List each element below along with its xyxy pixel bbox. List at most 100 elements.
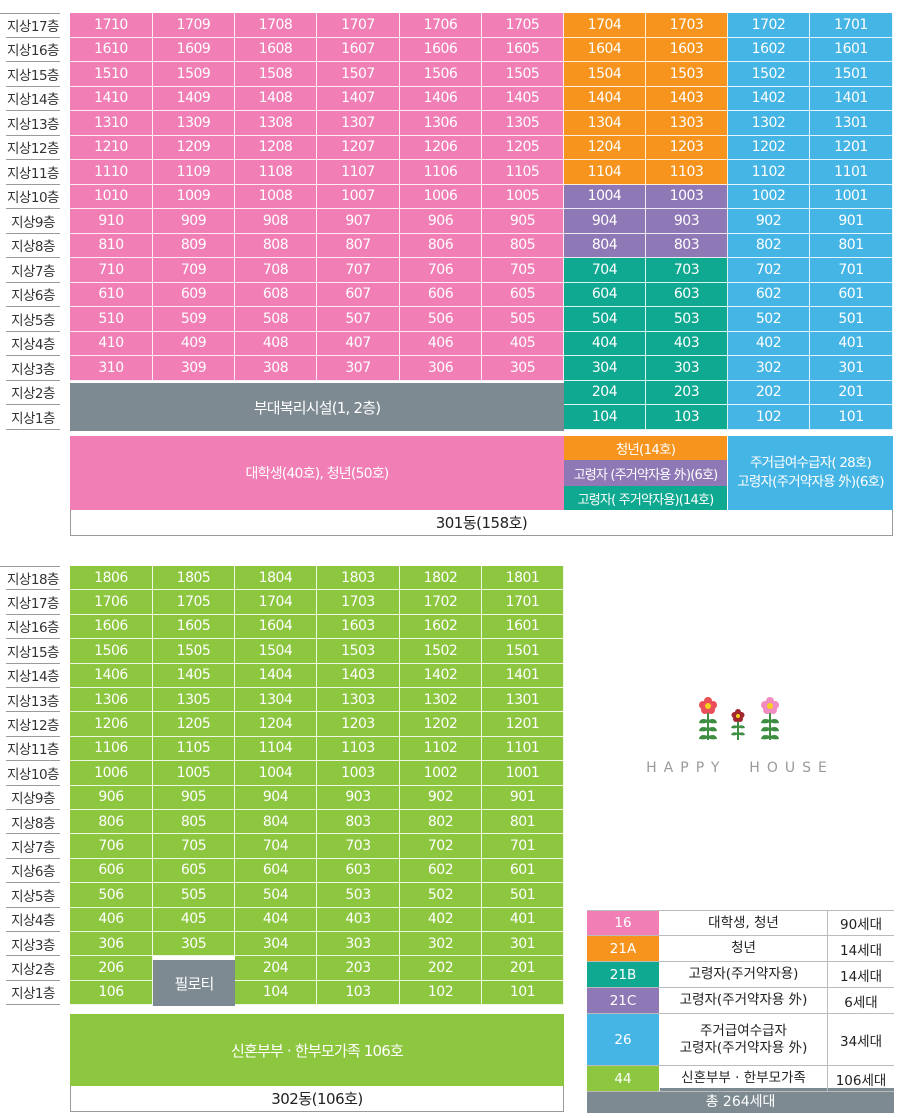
unit-cell: 1004 [235, 761, 317, 786]
unit-cell: 1107 [317, 160, 400, 185]
floor-label: 지상14층 [6, 87, 60, 111]
unit-cell: 1006 [70, 761, 153, 786]
unit-cell: 1705 [153, 590, 235, 615]
unit-cell: 501 [810, 307, 893, 332]
unit-cell: 1207 [317, 135, 400, 160]
unit-cell: 1405 [153, 663, 235, 688]
unit-cell: 1003 [646, 184, 728, 209]
floor-label: 지상4층 [6, 332, 60, 356]
unit-cell: 1102 [400, 736, 482, 762]
building-302-title-text: 302동(106호) [271, 1090, 363, 1108]
unit-cell: 101 [810, 405, 893, 430]
floor-label: 지상14층 [6, 664, 60, 688]
floor-label: 지상4층 [6, 908, 60, 932]
unit-cell: 710 [70, 258, 153, 283]
unit-cell: 1002 [400, 761, 482, 786]
unit-cell: 1703 [317, 590, 400, 615]
legend-count: 14세대 [839, 942, 883, 959]
legend-desc-line: 주거급여수급자 [700, 1022, 787, 1039]
unit-cell: 506 [400, 307, 482, 332]
legend-row: 21C 고령자(주거약자용 外) 6세대 [587, 988, 894, 1014]
unit-cell: 707 [317, 258, 400, 283]
unit-cell: 509 [153, 307, 235, 332]
unit-cell: 201 [810, 380, 893, 405]
piloti-label: 필로티 [174, 974, 214, 993]
unit-cell: 906 [70, 785, 153, 810]
unit-cell: 402 [728, 331, 810, 356]
unit-cell: 801 [482, 810, 564, 835]
floor-label: 지상6층 [6, 859, 60, 884]
unit-cell: 910 [70, 209, 153, 234]
unit-cell: 1503 [317, 639, 400, 664]
unit-cell: 1208 [235, 135, 317, 160]
unit-cell: 1603 [646, 37, 728, 62]
legend-desc: 청년 [660, 936, 828, 961]
unit-cell: 502 [728, 307, 810, 332]
unit-cell: 605 [482, 282, 564, 307]
unit-cell: 1109 [153, 160, 235, 185]
unit-cell: 1205 [482, 135, 564, 160]
unit-cell: 807 [317, 233, 400, 258]
unit-cell: 405 [153, 907, 235, 932]
unit-cell: 1401 [482, 663, 564, 688]
unit-cell: 602 [400, 858, 482, 884]
floor-label: 지상10층 [6, 761, 60, 786]
label-pink-text: 대학생(40호), 청년(50호) [245, 466, 390, 482]
unit-cell: 406 [70, 907, 153, 932]
unit-cell: 909 [153, 209, 235, 234]
unit-cell: 1607 [317, 37, 400, 62]
floor-label: 지상15층 [6, 62, 60, 87]
unit-cell: 1105 [153, 736, 235, 762]
unit-cell: 1608 [235, 37, 317, 62]
floor-label: 지상18층 [6, 566, 60, 591]
unit-cell: 1707 [317, 13, 400, 38]
unit-cell: 203 [317, 956, 400, 981]
unit-cell: 1304 [564, 111, 646, 136]
unit-cell: 1507 [317, 62, 400, 87]
label-orange: 청년(14호) [564, 436, 727, 460]
unit-cell: 610 [70, 282, 153, 307]
label-blue-text-2: 고령자(주거약자용 外)(6호) [737, 474, 884, 490]
building-301-title-text: 301동(158호) [435, 514, 528, 532]
unit-cell: 1701 [810, 13, 893, 38]
unit-cell: 1803 [317, 566, 400, 591]
unit-cell: 704 [235, 834, 317, 859]
unit-cell: 1204 [235, 712, 317, 737]
unit-cell: 1007 [317, 184, 400, 209]
unit-cell: 1402 [400, 663, 482, 688]
floor-label: 지상7층 [6, 834, 60, 859]
unit-cell: 1405 [482, 86, 564, 111]
unit-cell: 201 [482, 956, 564, 981]
unit-cell: 303 [317, 932, 400, 957]
unit-cell: 1406 [400, 86, 482, 111]
unit-cell: 1201 [482, 712, 564, 737]
unit-cell: 308 [235, 356, 317, 381]
unit-cell: 408 [235, 331, 317, 356]
unit-cell: 1101 [810, 160, 893, 185]
unit-cell: 204 [564, 380, 646, 405]
legend-swatch: 44 [587, 1066, 660, 1091]
unit-cell: 301 [810, 356, 893, 381]
unit-cell: 803 [317, 810, 400, 835]
unit-cell: 1202 [400, 712, 482, 737]
unit-cell: 606 [400, 282, 482, 307]
unit-cell: 409 [153, 331, 235, 356]
unit-cell: 1305 [482, 111, 564, 136]
unit-cell: 401 [810, 331, 893, 356]
unit-cell: 504 [235, 883, 317, 908]
unit-cell: 404 [235, 907, 317, 932]
unit-cell: 1408 [235, 86, 317, 111]
unit-cell: 1204 [564, 135, 646, 160]
unit-cell: 103 [646, 405, 728, 430]
unit-cell: 1504 [564, 62, 646, 87]
unit-cell: 803 [646, 233, 728, 258]
floor-label: 지상17층 [6, 590, 60, 615]
unit-cell: 202 [400, 956, 482, 981]
unit-cell: 804 [564, 233, 646, 258]
piloti-block: 필로티 [153, 960, 235, 1006]
unit-cell: 1805 [153, 566, 235, 591]
unit-cell: 904 [235, 785, 317, 810]
unit-cell: 902 [400, 785, 482, 810]
unit-cell: 806 [70, 810, 153, 835]
floor-label: 지상11층 [6, 737, 60, 762]
